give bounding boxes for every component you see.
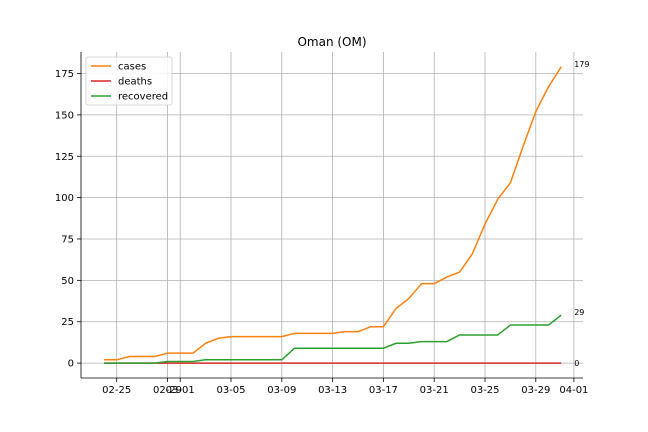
y-tick-label: 75 [61, 234, 74, 245]
x-tick-label: 04-01 [559, 385, 588, 396]
y-tick-label: 100 [55, 193, 74, 204]
y-tick-label: 175 [55, 69, 74, 80]
end-label-recovered: 29 [574, 308, 584, 317]
legend: cases deaths recovered [85, 56, 173, 106]
end-label-deaths: 0 [574, 359, 579, 368]
legend-label-deaths: deaths [118, 77, 152, 88]
x-tick-label: 03-29 [521, 385, 550, 396]
x-tick-label: 03-09 [267, 385, 296, 396]
chart-title: Oman (OM) [297, 35, 366, 49]
x-tick-label: 03-25 [470, 385, 499, 396]
x-tick-label: 02-25 [102, 385, 131, 396]
x-tick-label: 03-21 [420, 385, 449, 396]
series-line-recovered [104, 314, 562, 364]
y-tick-label: 50 [61, 276, 74, 287]
series-lines [104, 66, 562, 364]
legend-label-recovered: recovered [118, 92, 168, 103]
legend-box [85, 56, 173, 106]
y-tick-label: 0 [68, 359, 74, 370]
end-labels: 179 29 0 [574, 60, 589, 368]
legend-label-cases: cases [118, 62, 146, 73]
y-tick-label: 150 [55, 110, 74, 121]
x-tick-label: 02-29 [153, 385, 182, 396]
y-tick-label: 25 [61, 317, 74, 328]
x-tick-label: 03-05 [216, 385, 245, 396]
x-tick-label: 03-13 [318, 385, 347, 396]
series-line-cases [104, 66, 562, 361]
x-tick-label: 03-17 [369, 385, 398, 396]
grid [81, 52, 583, 378]
end-label-cases: 179 [574, 60, 589, 69]
spines [80, 52, 583, 379]
x-tick-label: 03-01 [166, 385, 195, 396]
y-tick-label: 125 [55, 152, 74, 163]
